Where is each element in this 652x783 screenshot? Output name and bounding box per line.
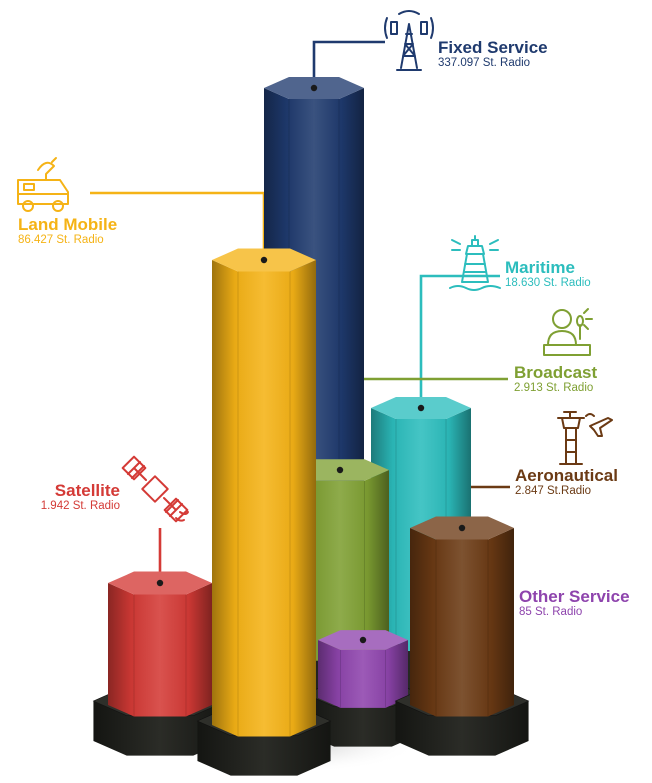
label-broadcast-name: Broadcast <box>514 363 598 382</box>
label-broadcast: Broadcast 2.913 St. Radio <box>514 364 597 394</box>
lighthouse-icon <box>449 235 501 291</box>
bar-anchor-maritime <box>417 404 425 412</box>
control-tower-icon <box>557 411 613 465</box>
label-fixed-service-name: Fixed Service <box>438 38 548 57</box>
bar-body-other-service <box>318 640 408 708</box>
broadcast-van-icon <box>17 157 69 212</box>
label-fixed-service-value: 337.097 St. Radio <box>438 56 531 69</box>
label-other-service-value: 85 St. Radio <box>519 605 583 618</box>
bar-anchor-fixed-service <box>310 84 318 92</box>
bar-body-aeronautical <box>410 528 514 717</box>
label-land-mobile-name: Land Mobile <box>18 215 118 234</box>
bar-anchor-broadcast <box>336 466 344 474</box>
label-fixed-service: Fixed Service 337.097 St. Radio <box>438 39 548 69</box>
label-satellite-value: 1.942 St. Radio <box>40 499 120 512</box>
pedestal-land-mobile <box>197 721 331 776</box>
pedestal-aeronautical <box>395 701 529 756</box>
news-anchor-icon <box>543 308 593 356</box>
label-maritime-name: Maritime <box>505 258 575 277</box>
bar-body-satellite <box>108 583 212 717</box>
label-aeronautical-value: 2.847 St.Radio <box>515 484 592 497</box>
radio-tower-icon <box>384 10 434 71</box>
satellite-icon <box>121 455 189 523</box>
label-land-mobile: Land Mobile 86.427 St. Radio <box>18 216 117 246</box>
bar-other-service <box>304 630 422 747</box>
bar-anchor-satellite <box>156 579 164 587</box>
label-broadcast-value: 2.913 St. Radio <box>514 381 594 394</box>
bar-aeronautical <box>394 516 530 756</box>
bar-anchor-other-service <box>359 636 367 644</box>
leader-line-maritime <box>419 274 500 410</box>
bar-anchor-land-mobile <box>260 256 268 264</box>
label-aeronautical-name: Aeronautical <box>515 466 618 485</box>
label-maritime-value: 18.630 St. Radio <box>505 276 591 289</box>
pedestal-other-service <box>305 694 421 747</box>
label-satellite: Satellite 1.942 St. Radio <box>10 482 120 512</box>
bar-land-mobile <box>196 248 332 776</box>
bar-body-land-mobile <box>212 260 316 737</box>
label-other-service-name: Other Service <box>519 587 630 606</box>
label-satellite-name: Satellite <box>54 481 120 500</box>
pedestal-satellite <box>93 701 227 756</box>
label-land-mobile-value: 86.427 St. Radio <box>18 233 104 246</box>
bar-anchor-aeronautical <box>458 524 466 532</box>
bar-satellite <box>92 571 228 756</box>
label-maritime: Maritime 18.630 St. Radio <box>505 259 591 289</box>
label-aeronautical: Aeronautical 2.847 St.Radio <box>515 467 618 497</box>
label-other-service: Other Service 85 St. Radio <box>519 588 630 618</box>
